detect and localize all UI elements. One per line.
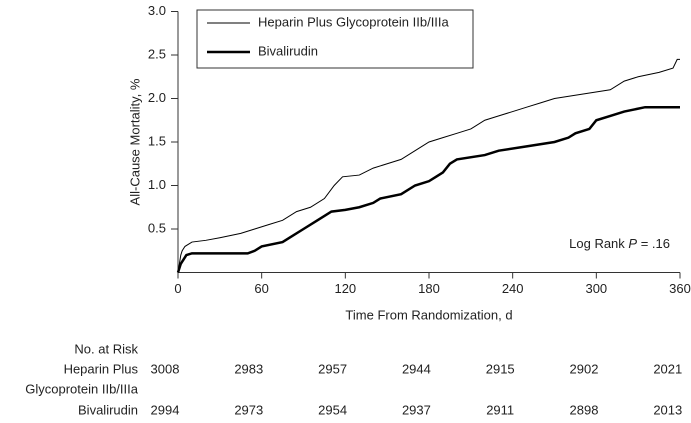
risk-value: 2973 (234, 402, 263, 417)
x-axis-label: Time From Randomization, d (345, 307, 512, 322)
risk-table-title: No. at Risk (74, 341, 138, 356)
x-tick-label: 0 (174, 281, 181, 296)
risk-row-label: Bivalirudin (78, 402, 138, 417)
risk-value: 2937 (402, 402, 431, 417)
y-tick-label: 2.0 (148, 90, 166, 105)
risk-value: 2957 (318, 361, 347, 376)
legend-label: Heparin Plus Glycoprotein IIb/IIIa (258, 14, 450, 29)
legend-box (196, 9, 474, 69)
x-tick-label: 360 (669, 281, 691, 296)
x-tick-label: 240 (502, 281, 524, 296)
risk-value: 2898 (570, 402, 599, 417)
risk-value: 2983 (234, 361, 263, 376)
annotation-text: Log Rank (569, 236, 625, 251)
x-tick-label: 180 (418, 281, 440, 296)
risk-value: 2944 (402, 361, 431, 376)
risk-row-label: Glycoprotein IIb/IIIa (25, 381, 138, 396)
y-tick-label: 1.5 (148, 133, 166, 148)
y-tick-label: 3.0 (148, 3, 166, 18)
y-tick-label: 0.5 (148, 220, 166, 235)
x-tick-label: 120 (334, 281, 356, 296)
risk-value: 3008 (151, 361, 180, 376)
risk-value: 2915 (486, 361, 515, 376)
risk-value: 2994 (151, 402, 180, 417)
y-tick-label: 2.5 (148, 46, 166, 61)
annotation: Log Rank P = .16 (569, 236, 670, 251)
legend-label: Bivalirudin (258, 43, 318, 58)
risk-value: 2954 (318, 402, 347, 417)
x-tick-label: 300 (585, 281, 607, 296)
risk-value: 2021 (653, 361, 682, 376)
annotation-rest: = .16 (641, 236, 670, 251)
risk-value: 2902 (570, 361, 599, 376)
y-tick-label: 1.0 (148, 177, 166, 192)
risk-value: 2911 (486, 402, 514, 417)
risk-row-label: Heparin Plus (64, 361, 139, 376)
annotation-italic: P (628, 236, 637, 251)
risk-value: 2013 (653, 402, 682, 417)
series-line (176, 105, 680, 273)
y-axis-label: All-Cause Mortality, % (127, 78, 142, 205)
x-tick-label: 60 (254, 281, 268, 296)
series-line (177, 58, 680, 273)
